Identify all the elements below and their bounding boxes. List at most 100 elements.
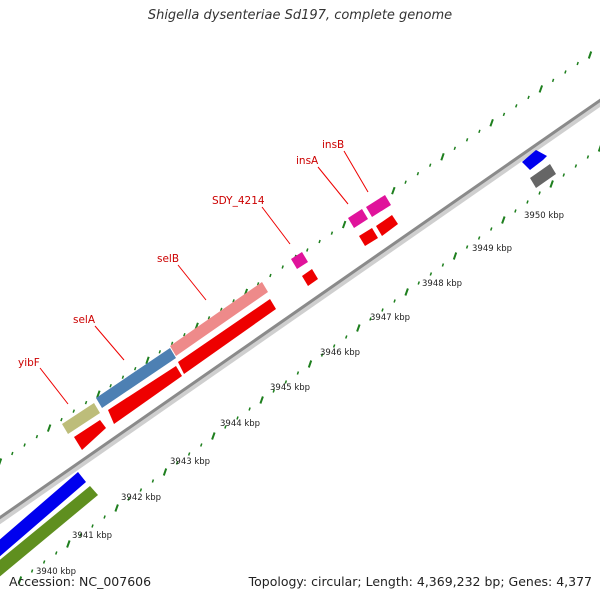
green-band[interactable] <box>0 486 98 578</box>
gene-label-yibF[interactable]: yibF <box>18 357 40 369</box>
cds-features <box>74 215 398 450</box>
upper-tick-track-tick <box>527 95 530 100</box>
scale-label-3950: 3950 kbp <box>524 211 564 221</box>
lower-tick-track-tick <box>127 497 131 501</box>
upper-tick-track-tick <box>416 171 420 176</box>
upper-tick-track-tick <box>306 248 309 252</box>
upper-tick-track-tick <box>35 434 39 439</box>
upper-tick-track-tick <box>256 282 260 286</box>
lower-tick-track-tick <box>296 371 300 375</box>
upper-tick-track-tick <box>551 78 555 83</box>
cds-arrow-6[interactable] <box>376 215 398 236</box>
lower-tick-track-tick <box>526 200 529 204</box>
upper-tick-track-tick <box>564 70 567 74</box>
forward-features <box>62 150 556 434</box>
scale-label-3949: 3949 kbp <box>472 244 512 254</box>
upper-tick-track-tick <box>318 239 321 244</box>
lower-tick-track-tick <box>562 173 566 177</box>
lower-tick-track-tick <box>320 353 324 357</box>
cds-arrow-4[interactable] <box>302 269 318 286</box>
selA-feature[interactable] <box>96 348 176 408</box>
upper-tick-track-tick <box>538 85 544 93</box>
upper-tick-track-tick <box>11 451 14 456</box>
scale-label-3947: 3947 kbp <box>370 313 410 323</box>
gene-label-SDY_4214[interactable]: SDY_4214 <box>212 195 265 207</box>
cds-arrow-1[interactable] <box>74 420 106 450</box>
lower-tick-track-tick <box>66 540 71 548</box>
gene-label-selB[interactable]: selB <box>157 253 179 265</box>
lower-tick-track-tick <box>452 252 458 260</box>
lower-tick-track-tick <box>259 396 264 404</box>
sdy4214-feature[interactable] <box>291 252 308 269</box>
lower-tick-track-tick <box>151 479 155 483</box>
lower-tick-track-tick <box>429 272 433 276</box>
lower-tick-track-tick <box>17 576 23 584</box>
upper-tick-track-tick <box>428 163 432 167</box>
upper-tick-track-tick <box>207 316 211 320</box>
upper-tick-track-tick <box>23 443 26 447</box>
insB-feature[interactable] <box>366 195 391 217</box>
lower-tick-track-tick <box>417 281 421 285</box>
upper-tick-track-tick <box>121 375 125 379</box>
lower-tick-track-tick <box>514 209 517 213</box>
lower-tick-track-tick <box>586 155 590 159</box>
lower-tick-track-tick <box>224 425 227 429</box>
upper-tick-track-tick <box>440 152 445 161</box>
lower-tick-track-tick <box>381 308 384 312</box>
sdy4214-leader <box>261 206 291 245</box>
gene-label-selA[interactable]: selA <box>73 314 96 326</box>
insA-feature[interactable] <box>348 209 368 228</box>
upper-tick-track-tick <box>133 366 137 371</box>
upper-tick-track-tick <box>489 118 494 127</box>
lower-tick-track-tick <box>30 569 34 573</box>
upper-tick-track-tick <box>219 307 223 312</box>
yibF-feature[interactable] <box>62 403 100 434</box>
lower-tick-track-tick <box>465 245 469 249</box>
upper-tick-track-tick <box>84 400 88 405</box>
upper-tick-track-tick <box>232 299 235 303</box>
lower-tick-track-tick <box>42 560 46 564</box>
upper-tick-track-tick <box>183 333 186 337</box>
tick-tracks <box>0 51 600 584</box>
upper-tick-track-tick <box>170 341 174 346</box>
lower-tick-track-tick <box>477 236 481 240</box>
selB-feature[interactable] <box>170 282 268 356</box>
genome-summary-text: Topology: circular; Length: 4,369,232 bp… <box>248 574 592 589</box>
lower-tick-track-tick <box>549 180 554 188</box>
gene-label-insA[interactable]: insA <box>296 155 319 167</box>
upper-tick-track-tick <box>587 51 593 59</box>
scale-labels: 3940 kbp 3941 kbp 3942 kbp 3943 kbp 3944… <box>36 211 564 577</box>
gray-small-feature[interactable] <box>530 164 556 188</box>
scale-label-3941: 3941 kbp <box>72 531 112 541</box>
lower-tick-track-tick <box>369 317 372 321</box>
upper-tick-track-tick <box>341 220 347 229</box>
blue-small-feature[interactable] <box>522 150 547 170</box>
lower-tick-track-tick <box>574 164 578 168</box>
lower-tick-track-tick <box>272 389 276 393</box>
gene-labels: yibF selA selB SDY_4214 insA insB <box>18 139 344 369</box>
upper-tick-track-tick <box>502 112 506 117</box>
cds-arrow-5[interactable] <box>359 228 378 246</box>
map-title: Shigella dysenteriae Sd197, complete gen… <box>147 8 453 23</box>
scale-label-3948: 3948 kbp <box>422 279 462 289</box>
lower-tick-track-tick <box>538 191 541 195</box>
upper-tick-track-tick <box>96 390 101 399</box>
cds-arrow-2[interactable] <box>108 366 182 424</box>
lower-tick-track-tick <box>54 551 58 555</box>
selA-leader <box>94 325 125 361</box>
scale-label-3940: 3940 kbp <box>36 567 76 577</box>
upper-tick-track-tick <box>478 129 481 134</box>
gene-label-insB[interactable]: insB <box>322 139 344 151</box>
blue-band[interactable] <box>0 472 86 558</box>
lower-tick-track-tick <box>139 488 143 492</box>
upper-tick-track-tick <box>158 350 162 354</box>
label-leaders <box>39 150 369 405</box>
backbone-line <box>0 98 600 520</box>
upper-tick-track-tick <box>269 273 272 278</box>
upper-tick-track-tick <box>0 458 3 466</box>
lower-tick-track-tick <box>187 452 191 456</box>
lower-tick-track-tick <box>248 407 251 411</box>
cds-arrow-3[interactable] <box>178 299 276 374</box>
upper-tick-track-tick <box>514 104 518 108</box>
scale-label-3943: 3943 kbp <box>170 457 210 467</box>
